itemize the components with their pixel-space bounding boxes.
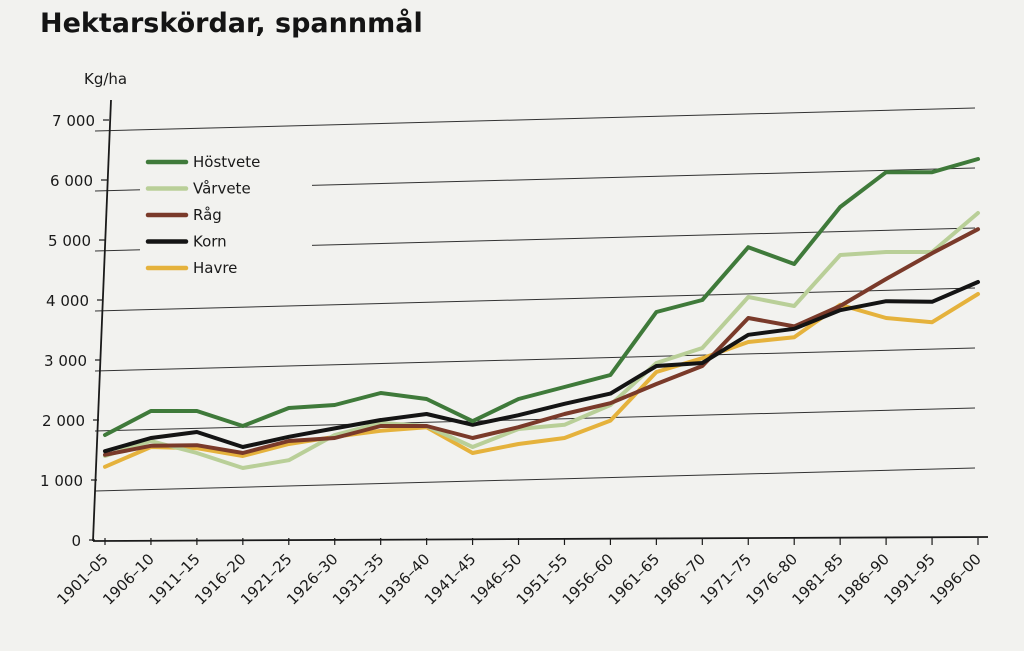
y-tick-labels: 0 1 000 2 000 3 000 4 000 5 000 6 000 7 000 [40,112,95,550]
legend-label-rag: Råg [193,206,222,224]
gridline [94,287,976,312]
y-tick-label: 5 000 [48,232,91,250]
y-tick-label: 3 000 [44,352,87,370]
chart-title: Hektarskördar, spannmål [40,7,423,39]
y-tick-label: 4 000 [46,292,89,310]
x-axis-line [92,536,989,542]
y-tick-label: 2 000 [42,412,85,430]
y-tick-label: 0 [71,532,81,550]
y-tick-label: 7 000 [52,112,95,130]
gridline [94,347,976,372]
y-axis-unit-label: Kg/ha [84,70,127,88]
axes [89,99,989,545]
series-line-hostvete [103,157,980,437]
series-line-korn [103,280,980,454]
legend-label-varvete: Vårvete [193,180,251,198]
y-axis-line [92,99,112,542]
legend-label-hostvete: Höstvete [193,153,260,171]
x-tick-labels: 1901–051906–101911–151916–201921–251926–… [53,550,985,609]
series-line-rag [103,227,980,457]
series-lines [103,157,980,470]
y-tick-label: 6 000 [50,172,93,190]
gridline [94,467,976,492]
legend-label-korn: Korn [193,233,227,251]
series-line-varvete [103,211,980,470]
series-line-havre [103,292,980,469]
legend: Höstvete Vårvete Råg Korn Havre [140,146,312,286]
legend-label-havre: Havre [193,259,237,277]
gridline [94,107,976,132]
y-tick-label: 1 000 [40,472,83,490]
x-tick-label: 1996–00 [926,550,985,609]
